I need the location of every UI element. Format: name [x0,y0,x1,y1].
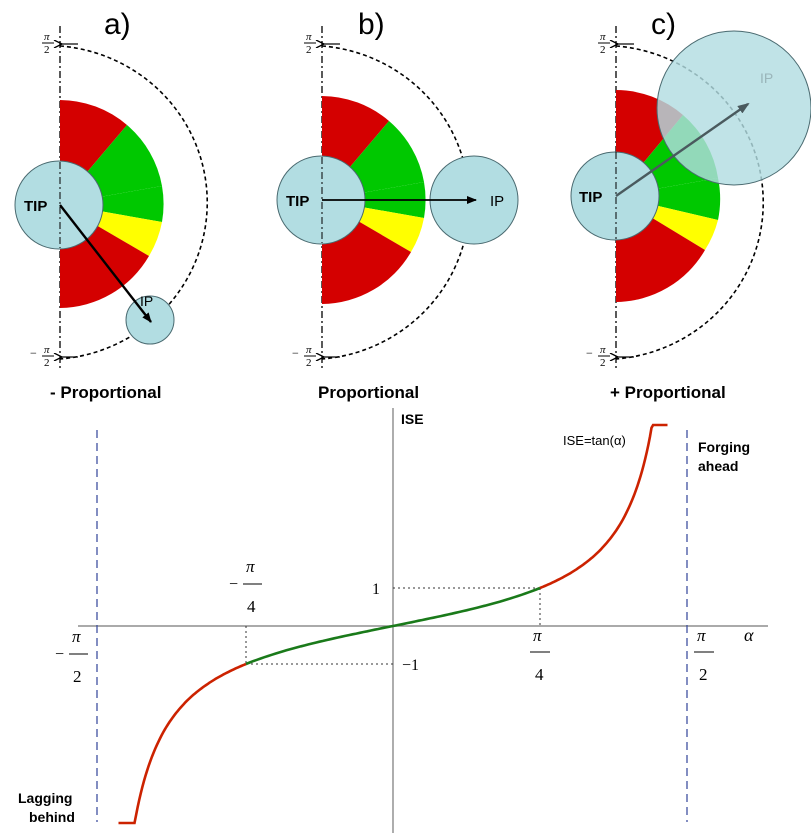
range-arc [59,45,209,360]
lagging-label-line2: behind [29,809,75,825]
ip-label: IP [760,70,773,86]
svg-text:2: 2 [44,44,50,56]
panel-b-letter: b) [358,8,385,41]
svg-text:2: 2 [306,44,312,56]
panel-a-caption: - Proportional [50,383,161,402]
velocity-arrow [59,204,152,323]
forging-label-line1: Forging [698,439,750,455]
tip-circle [570,151,660,241]
svg-text:−: − [229,576,238,593]
tick-pi-half: π 2 [694,626,714,684]
svg-text:2: 2 [73,667,82,686]
pi-half-top: π 2 [304,31,316,56]
svg-text:π: π [533,626,542,645]
svg-text:π: π [600,344,606,356]
panel-a-letter: a) [104,8,131,41]
svg-text:−: − [586,346,593,360]
svg-text:2: 2 [699,665,708,684]
curve-lagging-segment [118,662,247,825]
range-arc [321,45,471,360]
pi-half-bottom: − π 2 [292,344,316,369]
svg-text:π: π [697,626,706,645]
pi-half-bottom: − π 2 [586,344,610,369]
sector-green-lower [616,178,721,220]
tick-neg-pi-quarter: π − 4 [229,557,262,616]
tick-pi-quarter: π 4 [530,626,550,684]
panel-a: a) TIP IP π 2 − π 2 - Proport [14,8,209,402]
panel-b-caption: Proportional [318,383,419,402]
pi-half-top: π 2 [598,31,610,56]
svg-text:π: π [306,344,312,356]
curve-proportional-segment [245,586,541,666]
ip-circle [656,30,811,186]
svg-text:−: − [55,646,64,663]
velocity-arrow [615,102,750,197]
ip-label: IP [140,293,153,309]
svg-text:π: π [246,557,255,576]
lagging-label-line1: Lagging [18,790,72,806]
svg-text:π: π [44,344,50,356]
svg-text:π: π [72,627,81,646]
pi-half-bottom: − π 2 [30,344,54,369]
panel-c: c) TIP IP π 2 − π 2 + Proportional [570,8,811,402]
svg-text:4: 4 [535,665,544,684]
sector-green-lower [60,186,164,222]
svg-text:2: 2 [600,357,606,369]
tip-label: TIP [579,189,602,206]
svg-text:π: π [306,31,312,43]
svg-text:π: π [44,31,50,43]
panel-b: b) TIP IP π 2 − π 2 Proportional [276,8,519,402]
svg-text:2: 2 [600,44,606,56]
svg-text:4: 4 [247,597,256,616]
panel-c-letter: c) [651,8,676,41]
curve-label: ISE=tan(α) [563,433,626,448]
tip-label: TIP [286,193,309,210]
svg-text:2: 2 [44,357,50,369]
x-axis-label: α [744,625,754,645]
panel-c-caption: + Proportional [610,383,726,402]
tick-one: 1 [372,581,380,598]
ip-label: IP [490,193,504,210]
svg-text:2: 2 [306,357,312,369]
tip-circle [14,160,104,250]
tangent-graph: ISE α ISE=tan(α) Forging ahead Lagging b… [18,408,768,833]
curve-forging-segment [539,423,668,590]
y-axis-label: ISE [401,411,424,427]
tick-neg-one: −1 [402,657,419,674]
tick-neg-pi-half: π − 2 [55,627,88,686]
svg-text:π: π [600,31,606,43]
forging-label-line2: ahead [698,458,738,474]
svg-text:−: − [292,346,299,360]
svg-text:−: − [30,346,37,360]
pi-half-top: π 2 [42,31,54,56]
tip-label: TIP [24,198,47,215]
